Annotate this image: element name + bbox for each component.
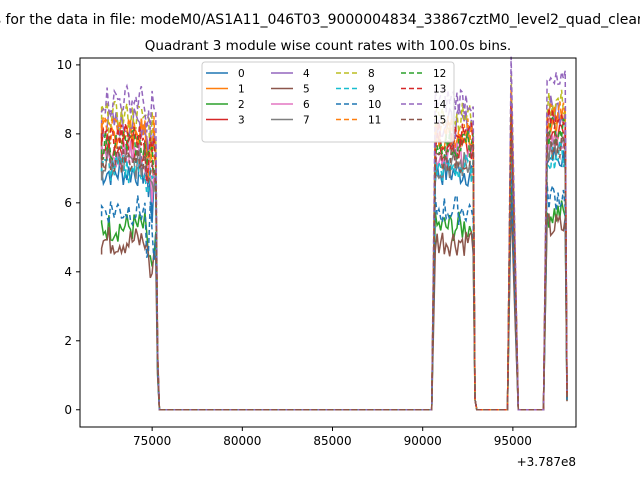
y-axis-ticks: 0 2 4 6 8 10	[57, 58, 80, 417]
y-tick-label: 8	[64, 127, 72, 141]
series-line-13	[100, 105, 568, 411]
legend-label: 10	[368, 99, 381, 111]
x-tick-label: 95000	[494, 434, 532, 448]
legend-label: 4	[303, 68, 310, 80]
series-line-3	[100, 105, 568, 411]
legend-label: 8	[368, 68, 375, 80]
legend-label: 12	[433, 68, 446, 80]
y-tick-label: 6	[64, 196, 72, 210]
series-line-6	[100, 112, 568, 411]
y-tick-label: 0	[64, 403, 72, 417]
series-line-15	[100, 115, 568, 411]
x-axis-ticks: 75000 80000 85000 90000 95000	[133, 427, 532, 448]
legend-label: 2	[238, 99, 245, 111]
legend-label: 15	[433, 115, 446, 127]
series-line-7	[100, 133, 568, 411]
legend-label: 14	[433, 99, 447, 111]
series-line-2	[100, 185, 568, 411]
legend-label: 9	[368, 84, 375, 96]
x-tick-label: 80000	[223, 434, 261, 448]
series-line-9	[100, 125, 568, 411]
series-line-1	[100, 102, 568, 411]
legend-label: 5	[303, 84, 310, 96]
legend-label: 13	[433, 84, 446, 96]
chart-title: Quadrant 3 module wise count rates with …	[145, 38, 511, 54]
axes-frame	[79, 57, 577, 428]
series-line-0	[100, 130, 568, 411]
y-tick-label: 4	[64, 265, 72, 279]
legend-label: 6	[303, 99, 310, 111]
y-tick-label: 2	[64, 334, 72, 348]
figure-suptitle: Plots for the data in file: modeM0/AS1A1…	[0, 12, 640, 28]
series-line-10	[100, 177, 568, 411]
legend-label: 1	[238, 84, 245, 96]
legend-label: 0	[238, 68, 245, 80]
legend-label: 11	[368, 115, 381, 127]
series-line-12	[100, 101, 568, 411]
x-tick-label: 85000	[313, 434, 351, 448]
x-axis-offset-label: +3.787e8	[517, 455, 576, 469]
legend-label: 3	[238, 115, 245, 127]
series-line-5	[100, 198, 568, 411]
legend-label: 7	[303, 115, 310, 127]
legend-box	[201, 61, 455, 143]
x-tick-label: 90000	[404, 434, 442, 448]
y-tick-label: 10	[57, 58, 72, 72]
x-tick-label: 75000	[133, 434, 171, 448]
